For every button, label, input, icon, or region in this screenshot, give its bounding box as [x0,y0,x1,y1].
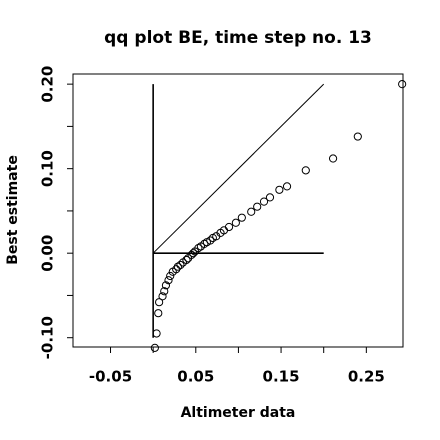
y-tick-label: 0.20 [39,66,57,103]
point [200,239,209,248]
point [282,182,292,191]
point [176,260,185,270]
point [189,249,198,258]
point [275,185,284,194]
point [155,298,164,307]
point [398,80,407,89]
point [237,213,246,222]
point [206,236,215,245]
x-tick-label: 0.25 [348,368,385,386]
chart-title: qq plot BE, time step no. 13 [104,28,372,48]
x-tick-label: 0.15 [263,368,300,386]
reference-line [152,83,325,254]
point [224,222,234,232]
point [172,265,181,274]
point [161,281,171,290]
point [194,244,203,253]
point [166,271,175,281]
point [328,154,338,163]
y-tick-label: 0.10 [39,150,57,187]
point [154,309,163,318]
point [158,292,167,301]
x-axis-label: Altimeter data [181,405,296,421]
x-tick-label: 0.05 [177,368,214,386]
point [301,166,310,175]
point [150,343,159,352]
plot-frame [72,73,404,348]
y-tick-label: -0.10 [39,316,57,359]
point [247,207,256,216]
point [253,202,262,211]
point [173,262,182,271]
point [160,287,169,296]
point [353,132,362,141]
x-tick-label: -0.05 [89,368,132,386]
point [152,329,161,338]
point [231,218,240,227]
point [164,276,173,285]
point [265,193,275,202]
y-axis-label: Best estimate [5,155,21,265]
point [182,255,191,265]
point [259,197,269,206]
y-tick-label: 0.00 [39,235,57,272]
